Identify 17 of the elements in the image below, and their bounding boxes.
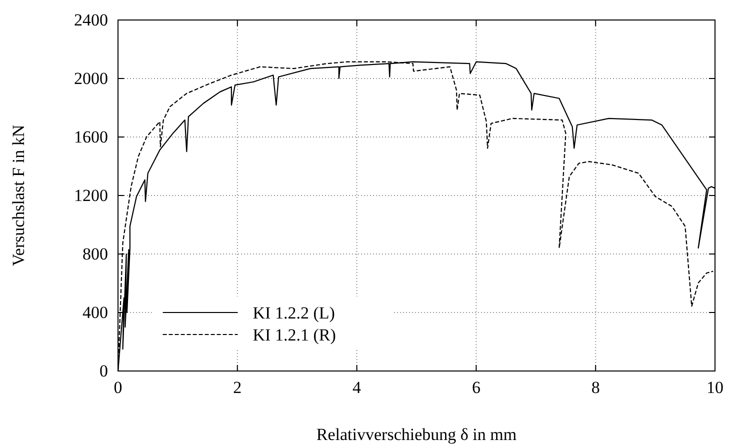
y-axis-title: Versuchslast F in kN xyxy=(9,124,28,266)
y-tick-label: 400 xyxy=(82,302,108,322)
x-tick-label: 0 xyxy=(114,378,122,398)
legend-label: KI 1.2.2 (L) xyxy=(252,304,335,322)
x-tick-label: 6 xyxy=(472,378,480,398)
y-tick-label: 1200 xyxy=(74,186,108,205)
legend-label: KI 1.2.1 (R) xyxy=(252,326,336,344)
x-tick-label: 2 xyxy=(233,378,242,398)
x-tick-label: 8 xyxy=(591,378,600,398)
x-tick-label: 4 xyxy=(352,378,362,398)
y-tick-label: 0 xyxy=(100,361,108,380)
x-tick-label: 10 xyxy=(706,378,724,398)
x-axis-title: Relativverschiebung δ in mm xyxy=(316,425,517,444)
y-tick-label: 800 xyxy=(82,244,108,264)
y-tick-label: 2000 xyxy=(74,68,108,88)
y-tick-label: 2400 xyxy=(74,10,108,30)
y-tick-label: 1600 xyxy=(74,127,108,146)
